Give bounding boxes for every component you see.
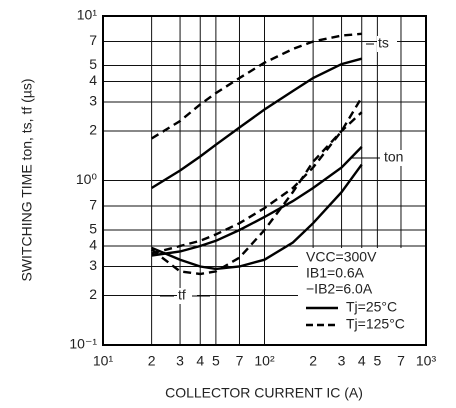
y-tick-label: 5 bbox=[89, 56, 97, 72]
y-axis-title: SWITCHING TIME ton, ts, tf (µs) bbox=[19, 78, 35, 281]
curve bbox=[150, 32, 362, 140]
x-tick-label: 10¹ bbox=[93, 353, 114, 369]
condition-text: VCC=300V bbox=[306, 249, 377, 265]
condition-text: −IB2=6.0A bbox=[306, 281, 373, 297]
legend-label: Tj=25°C bbox=[346, 299, 397, 315]
legend-box bbox=[298, 248, 425, 344]
y-tick-label: 7 bbox=[89, 197, 97, 213]
x-tick-label: 7 bbox=[236, 353, 244, 369]
curve bbox=[151, 146, 363, 257]
x-tick-label: 3 bbox=[176, 353, 184, 369]
curve bbox=[150, 111, 363, 276]
curve-label: ton bbox=[384, 149, 403, 165]
y-tick-label: 10⁰ bbox=[76, 171, 98, 187]
curve-label: tf bbox=[178, 287, 186, 303]
x-tick-label: 3 bbox=[338, 353, 346, 369]
y-tick-label: 5 bbox=[89, 221, 97, 237]
y-tick-label: 7 bbox=[89, 32, 97, 48]
x-tick-label: 4 bbox=[358, 353, 366, 369]
curve-label: ts bbox=[378, 35, 389, 51]
x-tick-label: 10³ bbox=[416, 353, 437, 369]
x-tick-label: 10² bbox=[254, 353, 275, 369]
y-tick-label: 10⁻¹ bbox=[69, 336, 97, 352]
legend-label: Tj=125°C bbox=[346, 316, 405, 332]
curve-label-bg bbox=[377, 36, 397, 52]
curve-label-bg bbox=[383, 150, 403, 166]
x-axis-title: COLLECTOR CURRENT IC (A) bbox=[165, 385, 363, 401]
x-tick-label: 5 bbox=[212, 353, 220, 369]
x-tick-label: 2 bbox=[309, 353, 317, 369]
plot-frame bbox=[102, 15, 427, 346]
y-tick-label: 4 bbox=[89, 72, 97, 88]
y-tick-label: 4 bbox=[89, 237, 97, 253]
curve bbox=[151, 163, 363, 271]
x-tick-label: 2 bbox=[148, 353, 156, 369]
y-tick-label: 3 bbox=[89, 93, 97, 109]
y-tick-label: 2 bbox=[89, 286, 97, 302]
curve-label-bg bbox=[177, 288, 197, 304]
x-tick-label: 5 bbox=[373, 353, 381, 369]
condition-text: IB1=0.6A bbox=[306, 265, 365, 281]
curve bbox=[150, 57, 363, 190]
x-tick-label: 4 bbox=[196, 353, 204, 369]
curve bbox=[151, 96, 363, 255]
y-tick-label: 2 bbox=[89, 122, 97, 138]
y-tick-label: 3 bbox=[89, 257, 97, 273]
x-tick-label: 7 bbox=[397, 353, 405, 369]
y-tick-label: 10¹ bbox=[77, 7, 98, 23]
